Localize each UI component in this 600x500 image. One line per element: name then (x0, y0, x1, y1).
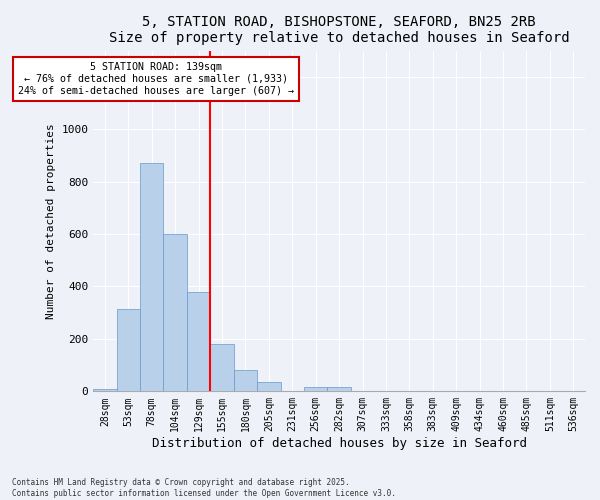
X-axis label: Distribution of detached houses by size in Seaford: Distribution of detached houses by size … (152, 437, 527, 450)
Bar (328, 388, 351, 392)
Bar (234, 370, 257, 392)
Bar (116, 309, 140, 392)
Y-axis label: Number of detached properties: Number of detached properties (46, 123, 56, 319)
Text: Contains HM Land Registry data © Crown copyright and database right 2025.
Contai: Contains HM Land Registry data © Crown c… (12, 478, 396, 498)
Bar (211, 344, 234, 392)
Bar (257, 382, 281, 392)
Bar (140, 164, 163, 392)
Bar (93, 388, 116, 392)
Bar (304, 388, 328, 392)
Title: 5, STATION ROAD, BISHOPSTONE, SEAFORD, BN25 2RB
Size of property relative to det: 5, STATION ROAD, BISHOPSTONE, SEAFORD, B… (109, 15, 569, 45)
Bar (187, 292, 211, 392)
Bar (163, 234, 187, 392)
Text: 5 STATION ROAD: 139sqm
← 76% of detached houses are smaller (1,933)
24% of semi-: 5 STATION ROAD: 139sqm ← 76% of detached… (19, 62, 295, 96)
